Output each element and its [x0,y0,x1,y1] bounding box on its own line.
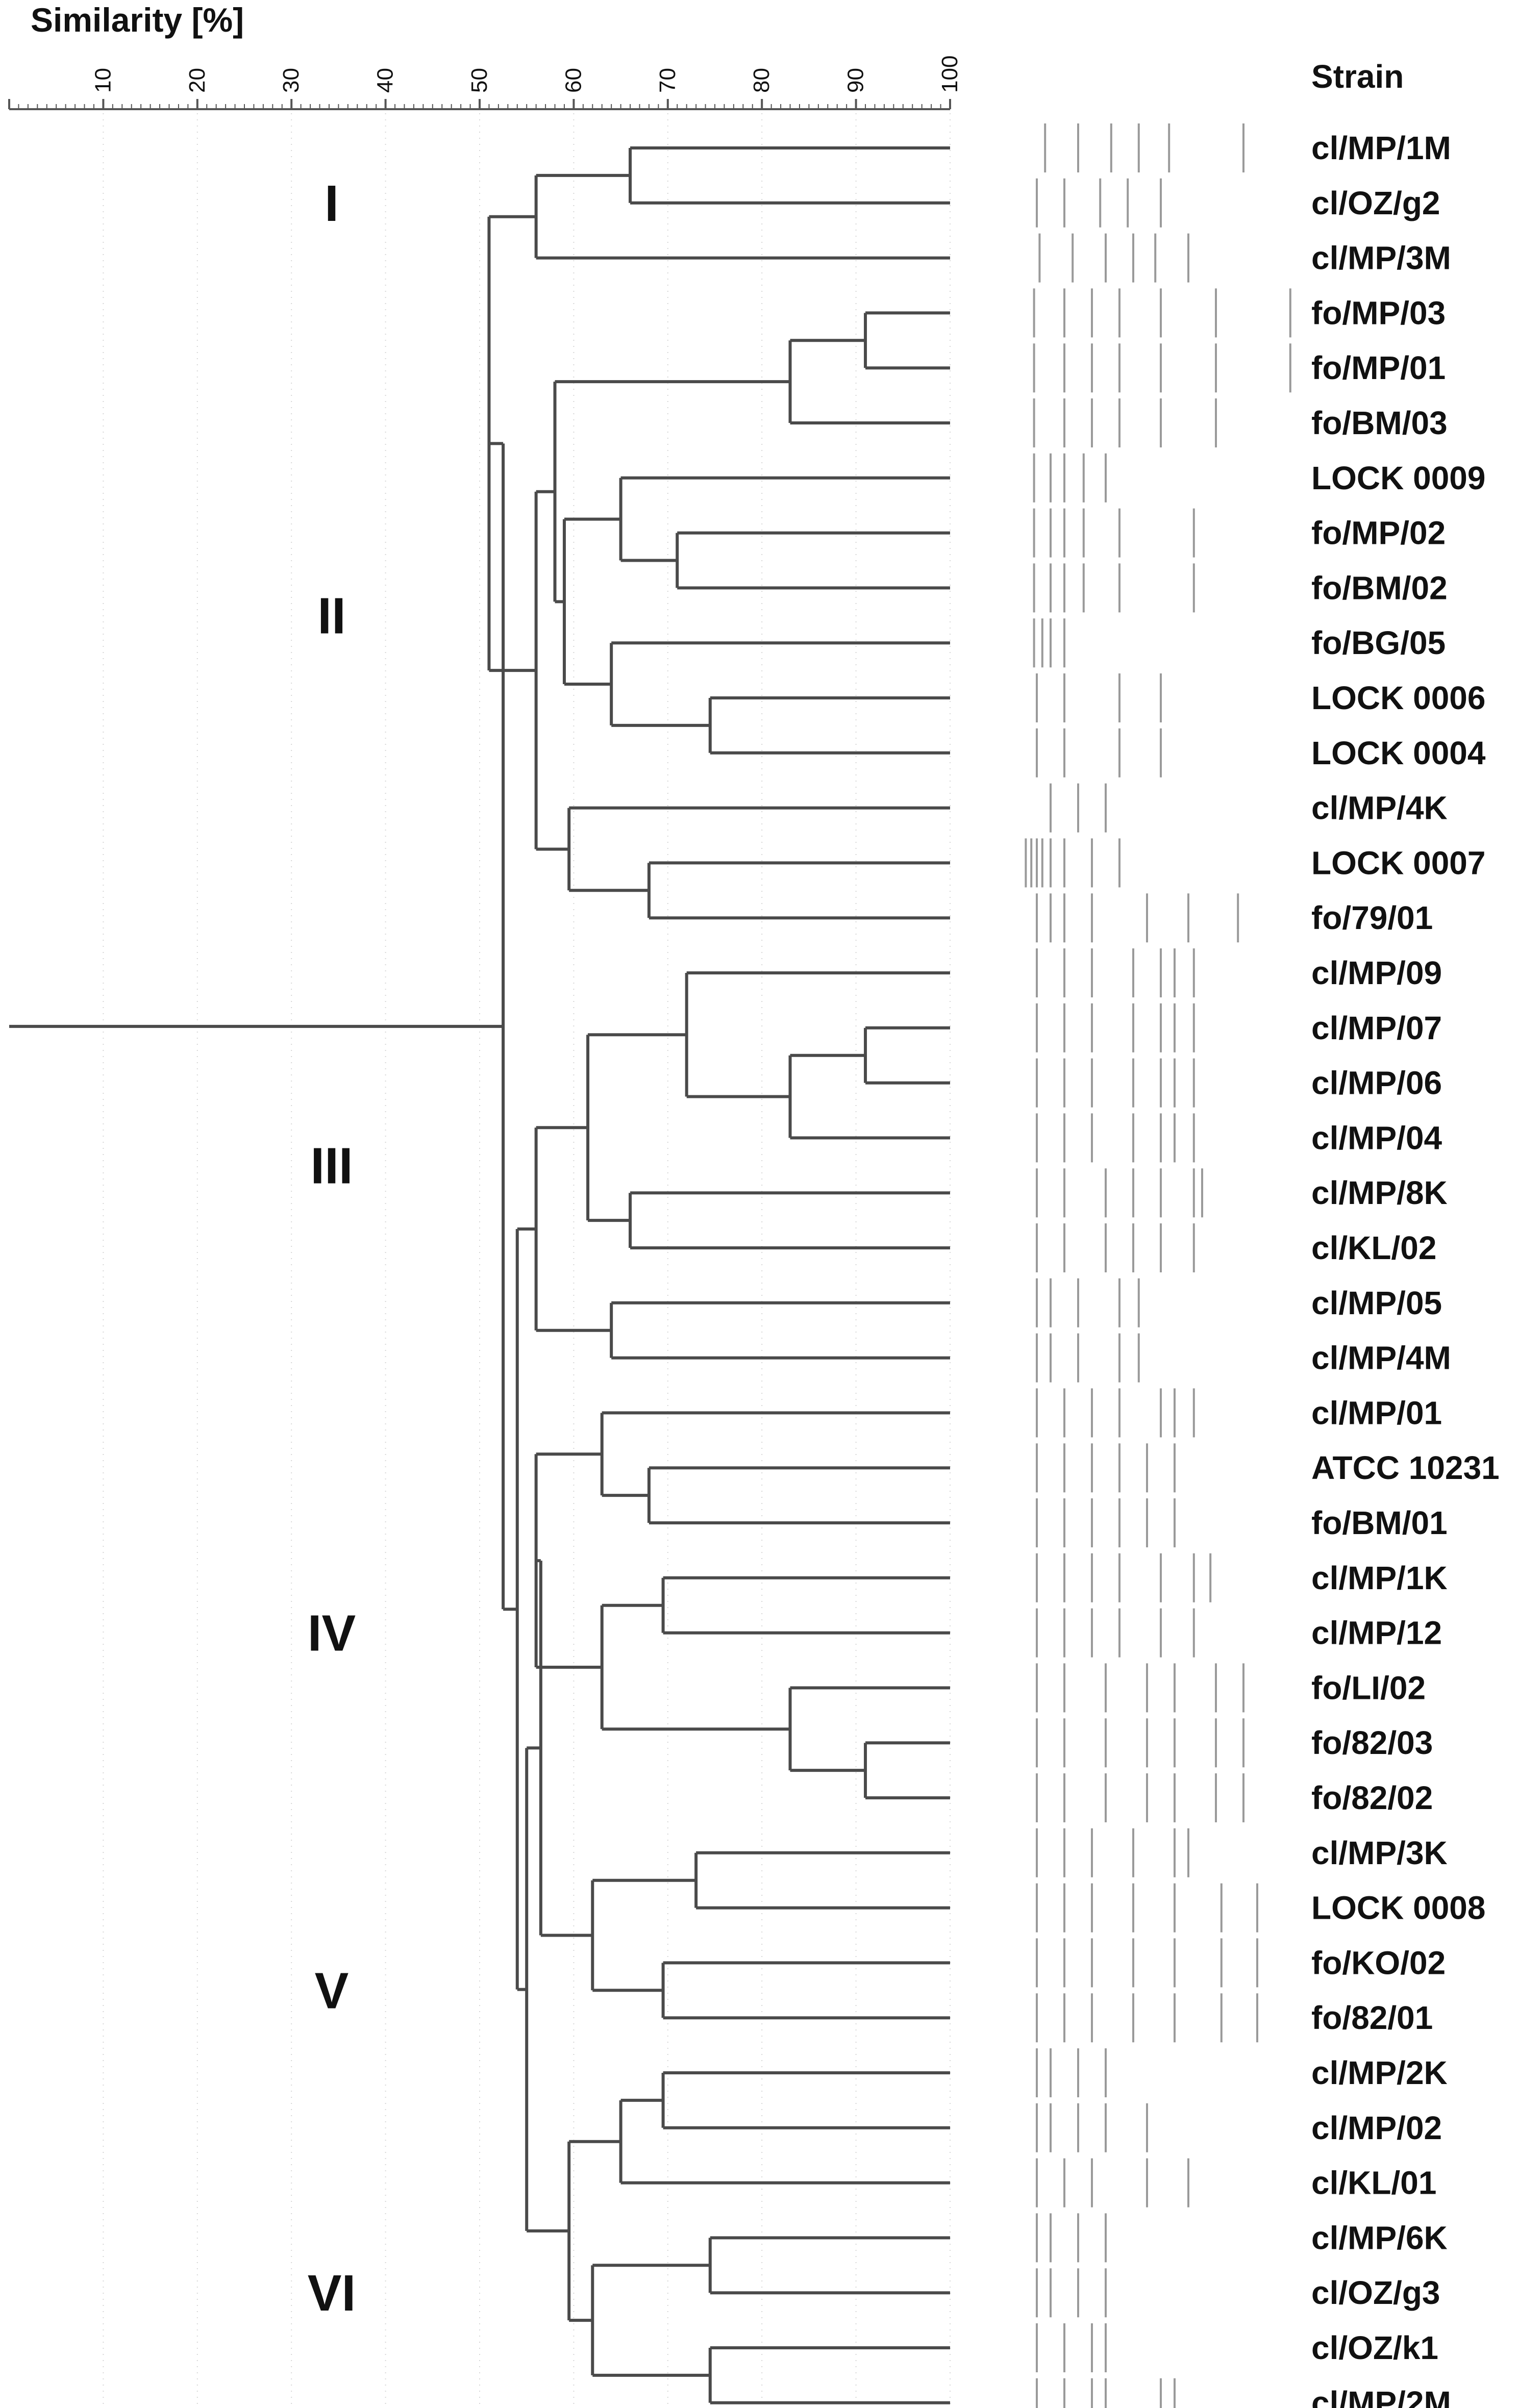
cluster-label: II [317,587,346,644]
strain-label: cl/MP/09 [1311,955,1442,991]
strain-label: cl/MP/07 [1311,1010,1442,1046]
strain-label: fo/82/02 [1311,1779,1433,1816]
strain-label: fo/MP/01 [1311,349,1446,386]
strain-label: fo/MP/03 [1311,294,1446,331]
strain-label: fo/79/01 [1311,899,1433,936]
strain-label: fo/82/01 [1311,1999,1433,2036]
strain-label: cl/OZ/k1 [1311,2329,1438,2366]
similarity-axis: 10 20 30 40 50 60 70 80 90 100 [8,56,962,110]
strain-label: cl/MP/2K [1311,2054,1448,2091]
tick-label: 20 [185,68,210,93]
strain-label: cl/MP/8K [1311,1174,1448,1211]
strain-label: cl/MP/06 [1311,1065,1442,1101]
strain-label: cl/MP/02 [1311,2110,1442,2146]
cluster-label: V [315,1962,349,2019]
axis-title: Similarity [%] [31,1,244,39]
strain-label: cl/MP/04 [1311,1119,1442,1156]
strain-label: cl/MP/05 [1311,1285,1442,1321]
strain-label: cl/MP/4M [1311,1340,1451,1376]
strain-label: fo/BG/05 [1311,624,1446,661]
gel-fingerprints [1025,123,1291,2408]
strain-label: cl/KL/01 [1311,2165,1436,2201]
strain-label: cl/MP/1K [1311,1560,1448,1596]
strain-label: LOCK 0009 [1311,460,1485,496]
tick-label: 40 [373,68,398,93]
strain-label: LOCK 0007 [1311,844,1485,881]
strain-label: cl/MP/01 [1311,1394,1442,1431]
cluster-label: I [325,175,339,232]
cluster-label: III [310,1137,353,1194]
tick-label: 80 [749,68,774,93]
strain-label: LOCK 0006 [1311,680,1485,716]
strain-column-header: Strain [1311,58,1404,95]
strain-label: fo/LI/02 [1311,1669,1426,1706]
strain-label: cl/OZ/g3 [1311,2274,1440,2311]
strain-label: cl/KL/02 [1311,1230,1436,1266]
tick-label: 90 [843,68,868,93]
tick-label: 50 [467,68,492,93]
strain-label: LOCK 0004 [1311,735,1486,771]
strain-label: cl/MP/6K [1311,2219,1448,2256]
cluster-label: VI [308,2265,356,2322]
strain-label: fo/BM/03 [1311,405,1448,441]
strain-label: cl/MP/3M [1311,240,1451,277]
strain-label: LOCK 0008 [1311,1890,1485,1926]
tick-label: 30 [279,68,304,93]
strain-label: cl/MP/4K [1311,790,1448,826]
tick-label: 100 [937,56,962,93]
strain-label: fo/BM/02 [1311,569,1448,606]
strain-label: cl/OZ/g2 [1311,185,1440,221]
tick-label: 60 [561,68,586,93]
tick-label: 70 [655,68,680,93]
strain-label: fo/BM/01 [1311,1504,1448,1541]
dendrogram-tree [9,146,950,2404]
cluster-label: IV [308,1605,356,1662]
strain-label: cl/MP/2M [1311,2385,1451,2408]
strain-label: cl/MP/12 [1311,1615,1442,1651]
tick-label: 10 [90,68,115,93]
strain-label: cl/MP/1M [1311,130,1451,166]
strain-label: fo/MP/02 [1311,515,1446,551]
strain-label: cl/MP/3K [1311,1835,1448,1871]
strain-labels: cl/MP/1M cl/OZ/g2 cl/MP/3M fo/MP/03 fo/MP/01… [1311,130,1500,2408]
strain-label: fo/KO/02 [1311,1944,1446,1981]
strain-label: fo/82/03 [1311,1724,1433,1761]
strain-label: ATCC 10231 [1311,1449,1500,1486]
